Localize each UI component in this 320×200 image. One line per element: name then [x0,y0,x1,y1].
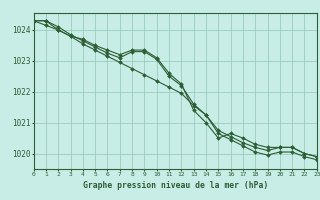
X-axis label: Graphe pression niveau de la mer (hPa): Graphe pression niveau de la mer (hPa) [83,181,268,190]
